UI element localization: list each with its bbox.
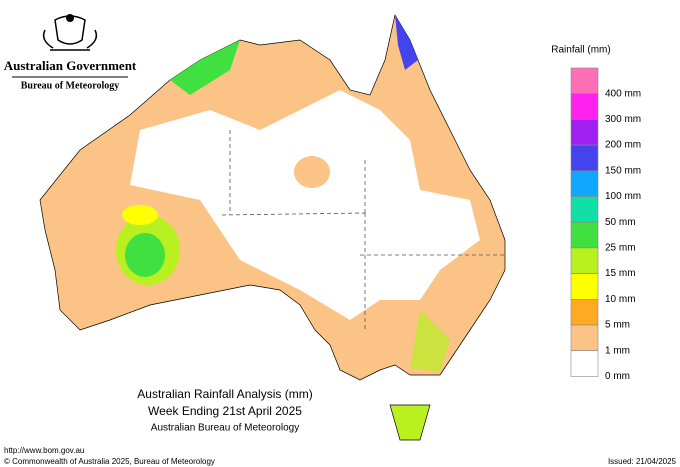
legend-label: 400 mm xyxy=(605,88,641,99)
legend-swatch xyxy=(570,350,599,377)
legend-label: 5 mm xyxy=(605,320,630,331)
legend-swatch xyxy=(570,221,599,249)
legend-label: 25 mm xyxy=(605,243,636,254)
logo xyxy=(42,14,98,51)
footer-copyright: © Commonwealth of Australia 2025, Bureau… xyxy=(4,457,215,466)
legend-label: 0 mm xyxy=(605,371,630,382)
government-name: Australian Government xyxy=(4,58,137,73)
map xyxy=(39,14,506,441)
bureau-name: Bureau of Meteorology xyxy=(21,80,120,91)
legend-swatch xyxy=(570,247,599,274)
legend-swatch xyxy=(570,67,599,95)
caption-subtitle: Week Ending 21st April 2025 xyxy=(148,404,302,418)
legend-title: Rainfall (mm) xyxy=(551,45,610,56)
caption-title: Australian Rainfall Analysis (mm) xyxy=(137,387,312,401)
footer-url: http://www.bom.gov.au xyxy=(4,446,84,455)
legend-label: 300 mm xyxy=(605,114,641,125)
legend: 400 mm 300 mm 200 mm 150 mm 100 mm 50 mm 25 mm… xyxy=(570,67,641,382)
legend-swatch xyxy=(570,324,599,352)
legend-swatch xyxy=(570,196,599,223)
legend-label: 1 mm xyxy=(605,345,630,356)
legend-label: 50 mm xyxy=(605,217,636,228)
legend-swatch xyxy=(570,144,599,172)
footer-issued: Issued: 21/04/2025 xyxy=(608,457,677,466)
legend-label: 10 mm xyxy=(605,294,636,305)
legend-label: 150 mm xyxy=(605,165,641,176)
legend-swatch xyxy=(570,298,599,326)
caption-source: Australian Bureau of Meteorology xyxy=(151,423,299,434)
legend-swatch xyxy=(570,119,599,146)
legend-swatch xyxy=(570,273,599,300)
legend-label: 200 mm xyxy=(605,140,641,151)
legend-swatch xyxy=(570,93,599,120)
legend-label: 15 mm xyxy=(605,268,636,279)
legend-swatch xyxy=(570,170,599,197)
legend-label: 100 mm xyxy=(605,191,641,202)
